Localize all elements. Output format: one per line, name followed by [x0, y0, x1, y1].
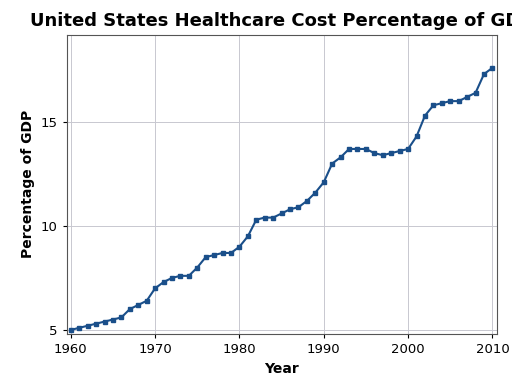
Y-axis label: Percentage of GDP: Percentage of GDP [21, 110, 35, 258]
X-axis label: Year: Year [264, 362, 299, 376]
Title: United States Healthcare Cost Percentage of GDP: United States Healthcare Cost Percentage… [30, 12, 512, 30]
